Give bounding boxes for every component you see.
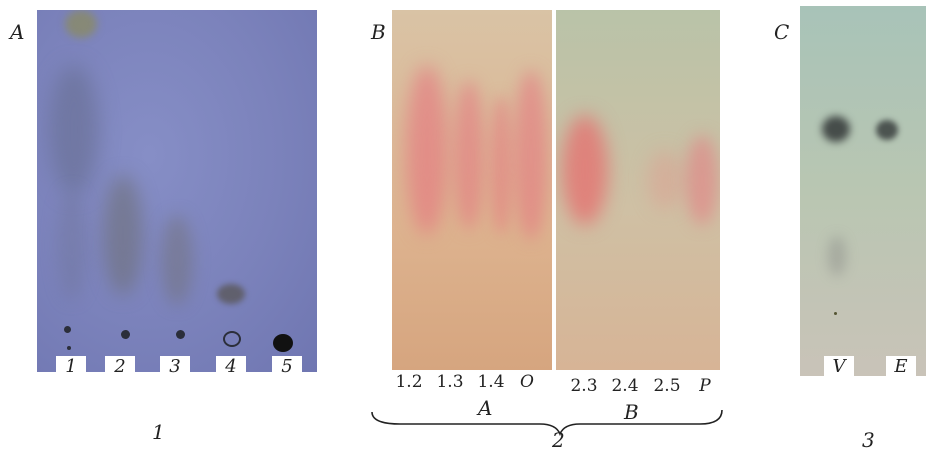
spot xyxy=(273,334,293,352)
spot xyxy=(648,150,682,210)
lane-label: 2.4 xyxy=(611,376,639,396)
spot xyxy=(64,326,71,333)
spot xyxy=(65,10,97,38)
lane-label: 1.2 xyxy=(395,372,423,392)
lane-label: V xyxy=(824,356,854,378)
lane-label: 1.3 xyxy=(436,372,464,392)
spot xyxy=(217,284,245,304)
group-label-a: A xyxy=(478,396,493,420)
panel-caption-a: 1 xyxy=(152,420,165,444)
group-label-b: B xyxy=(624,400,639,424)
spot xyxy=(876,120,898,140)
spot xyxy=(176,330,185,339)
spot xyxy=(121,330,130,339)
spot xyxy=(57,190,87,300)
spot xyxy=(834,312,837,315)
spot xyxy=(161,215,193,305)
lane-label: 2.5 xyxy=(653,376,681,396)
spot xyxy=(103,175,143,295)
lane-label: O xyxy=(520,372,534,392)
lane-label: 1 xyxy=(56,356,86,378)
panel-letter-b: B xyxy=(371,20,386,44)
spot xyxy=(822,116,850,142)
spot xyxy=(686,135,718,225)
spot xyxy=(67,346,71,350)
lane-label: 5 xyxy=(272,356,302,378)
panel-letter-a: A xyxy=(10,20,25,44)
panel-caption-c: 3 xyxy=(862,428,875,452)
lane-label: 2 xyxy=(105,356,135,378)
spot xyxy=(828,236,846,276)
lane-label: 2.3 xyxy=(570,376,598,396)
spot xyxy=(223,331,241,347)
spot xyxy=(454,80,484,230)
lane-label: 4 xyxy=(216,356,246,378)
tlc-plate-b-right xyxy=(556,10,720,370)
tlc-plate-c xyxy=(800,6,926,376)
tlc-plate-a xyxy=(37,10,317,372)
lane-label: P xyxy=(699,376,711,396)
spot xyxy=(49,65,99,195)
lane-label: 1.4 xyxy=(477,372,505,392)
spot xyxy=(514,70,548,240)
panel-letter-c: C xyxy=(774,20,790,44)
spot xyxy=(406,65,448,235)
spot xyxy=(490,95,512,235)
spot xyxy=(562,115,608,225)
lane-label: E xyxy=(886,356,916,378)
panel-caption-b: 2 xyxy=(552,428,565,452)
tlc-plate-b-left xyxy=(392,10,552,370)
lane-label: 3 xyxy=(160,356,190,378)
